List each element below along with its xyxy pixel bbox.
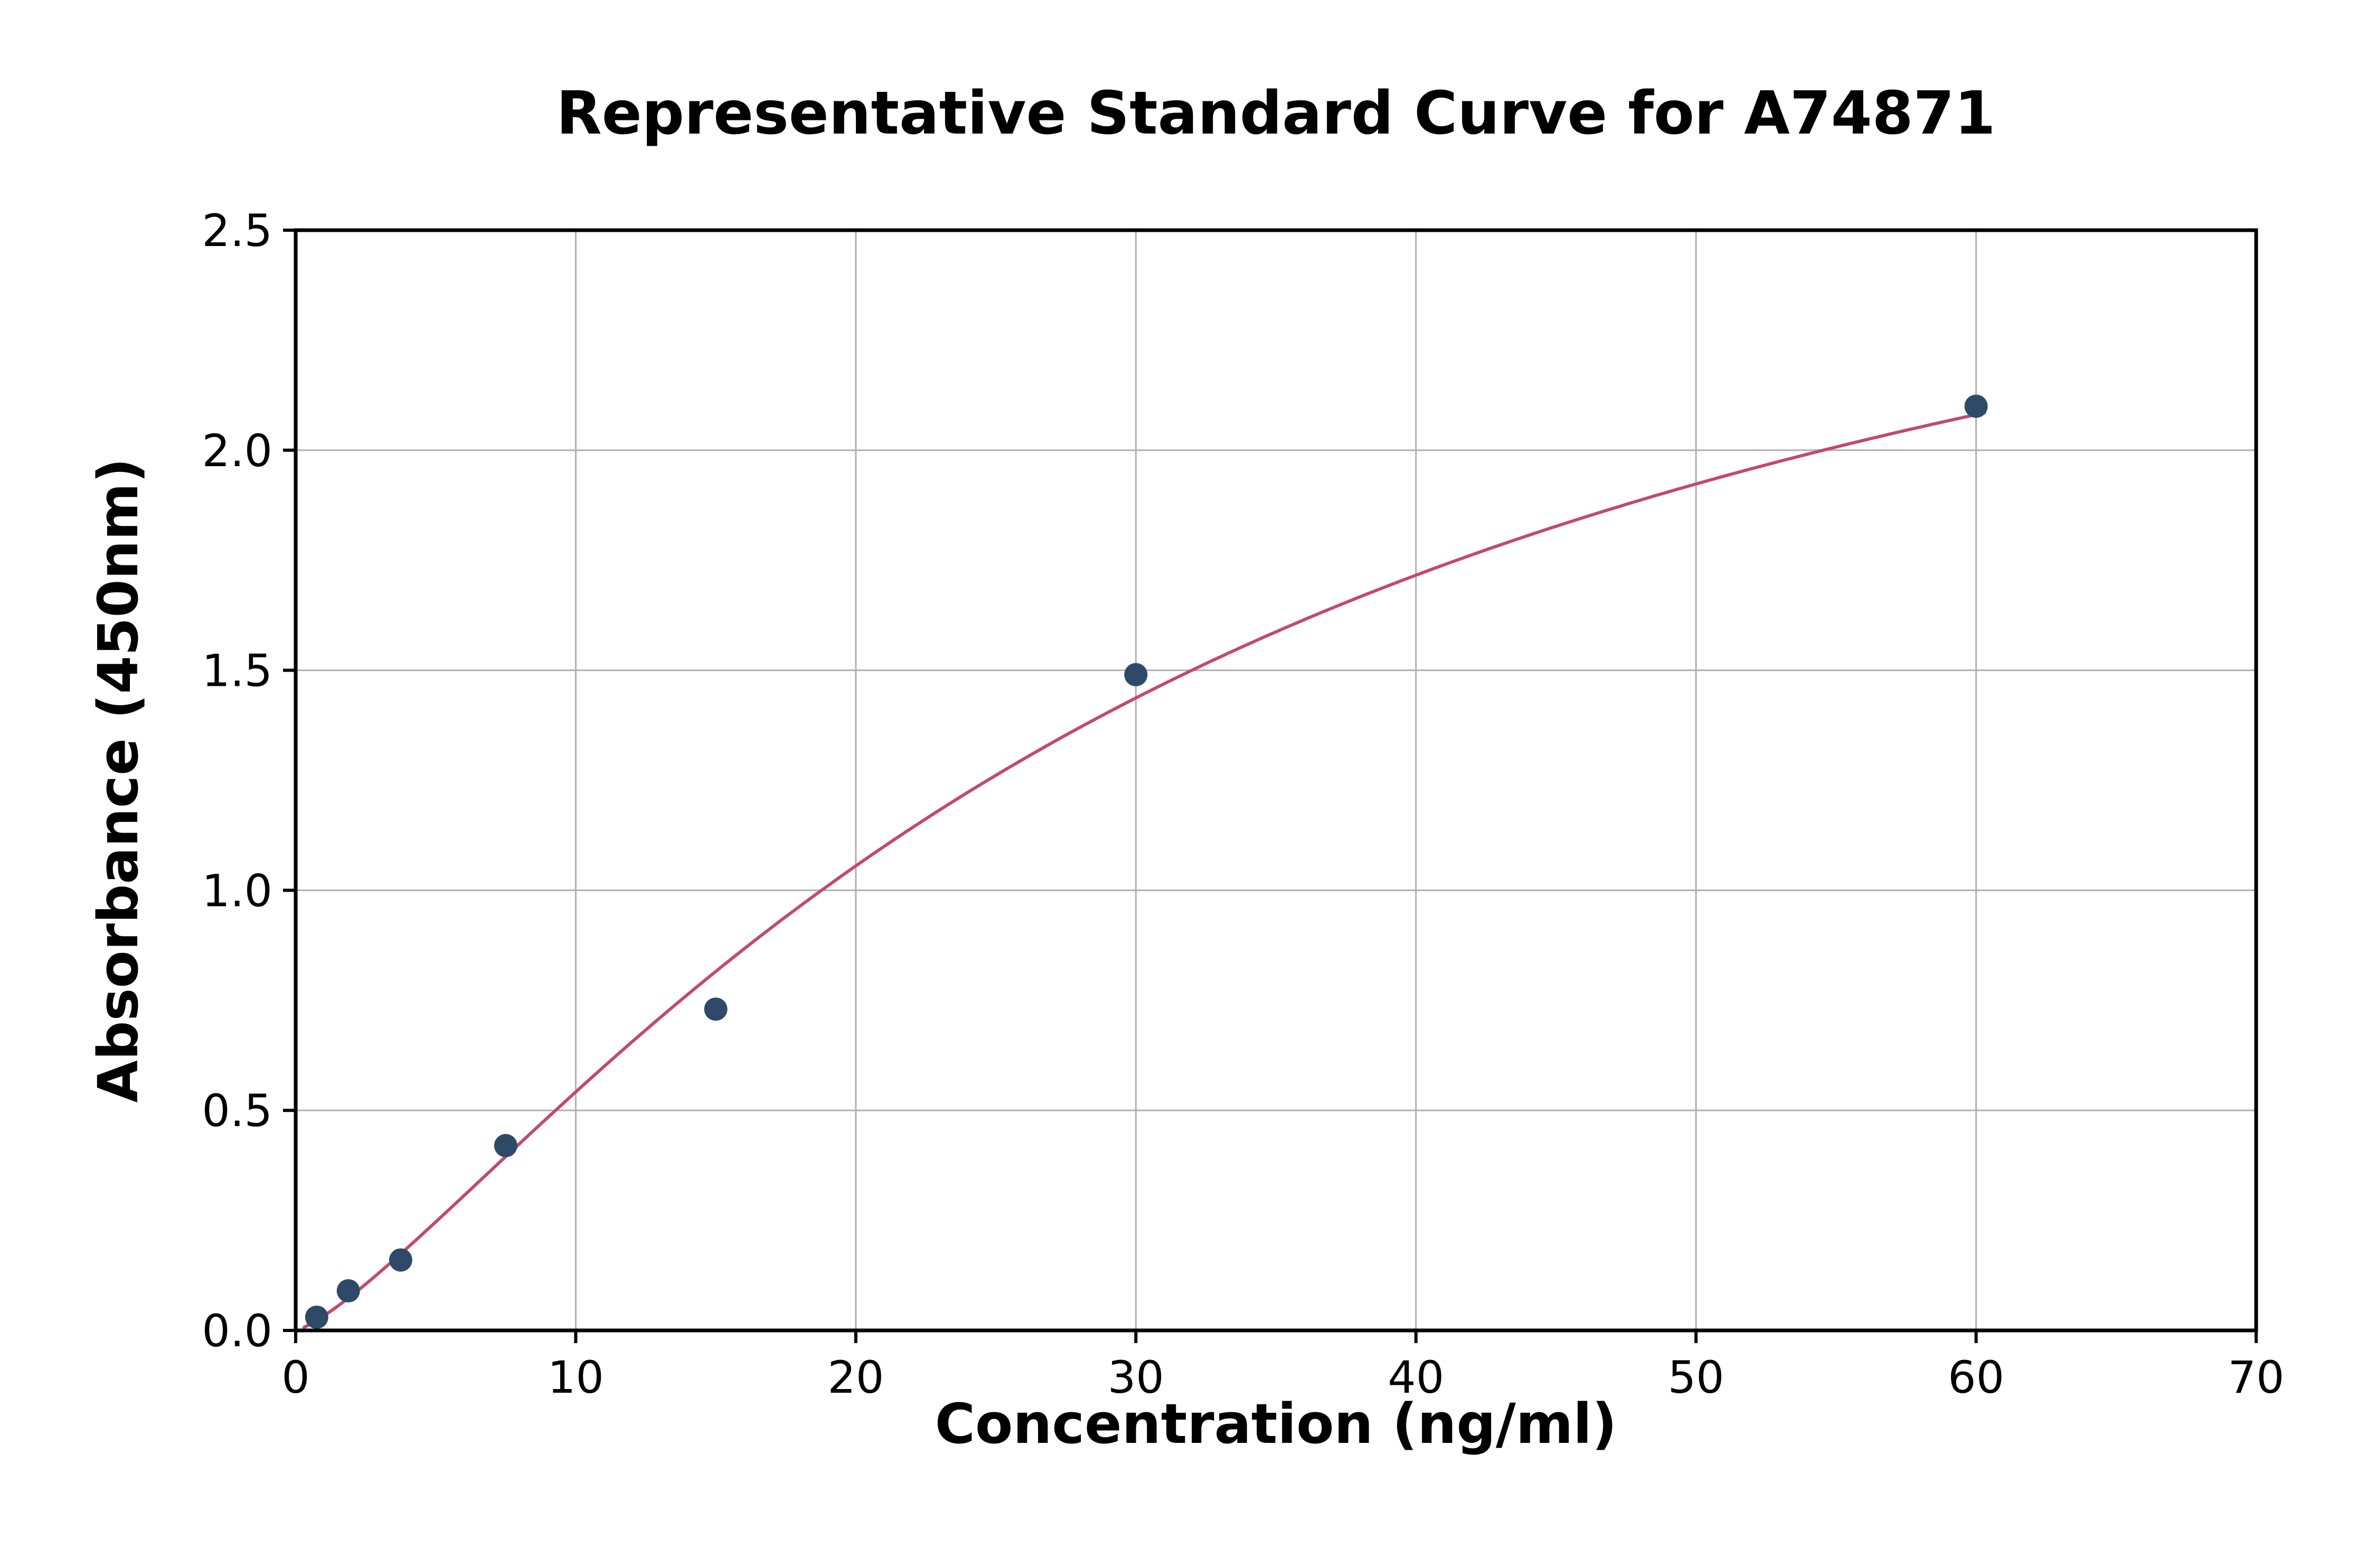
x-tick-label: 0 — [281, 1352, 309, 1403]
y-axis-label: Absorbance (450nm) — [86, 458, 150, 1103]
axes-spines — [294, 228, 2258, 1333]
y-tick-label: 2.0 — [202, 425, 272, 477]
data-point — [704, 997, 728, 1021]
data-point — [305, 1305, 328, 1329]
data-point — [1964, 394, 1988, 418]
fit-curve — [302, 411, 1986, 1329]
x-tick-label: 40 — [1388, 1352, 1444, 1403]
x-tick-label: 50 — [1668, 1352, 1724, 1403]
x-axis-label: Concentration (ng/ml) — [935, 1392, 1617, 1456]
y-tick-label: 1.0 — [202, 865, 272, 917]
x-tick-label: 70 — [2228, 1352, 2285, 1403]
data-point — [494, 1134, 517, 1157]
y-tick-label: 2.5 — [202, 205, 272, 257]
y-tick-label: 0.5 — [202, 1085, 272, 1137]
x-tick-label: 60 — [1948, 1352, 2004, 1403]
x-tick-label: 20 — [827, 1352, 884, 1403]
data-point — [389, 1248, 412, 1272]
data-point — [1124, 663, 1148, 686]
chart-title: Representative Standard Curve for A74871 — [556, 79, 1996, 148]
x-tick-label: 30 — [1108, 1352, 1164, 1403]
plot-background — [296, 230, 2256, 1330]
data-point — [336, 1279, 360, 1302]
y-tick-label: 0.0 — [202, 1305, 272, 1357]
y-tick-label: 1.5 — [202, 645, 272, 697]
x-tick-label: 10 — [548, 1352, 604, 1403]
